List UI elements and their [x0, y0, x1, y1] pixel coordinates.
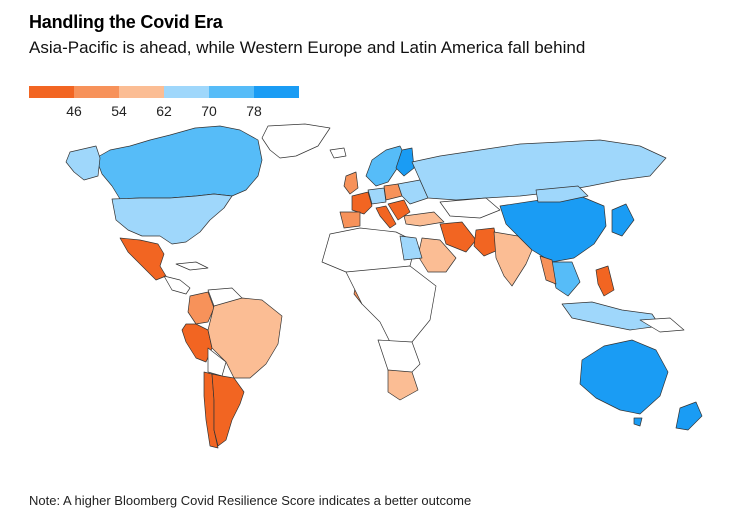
region-canada [95, 125, 263, 200]
region-uk [343, 171, 359, 195]
region-pakistan [473, 227, 499, 257]
region-north-africa [321, 227, 417, 273]
region-finland [395, 147, 415, 177]
region-kazakhstan [439, 197, 501, 219]
region-egypt [399, 235, 423, 261]
legend-swatch-1 [29, 86, 74, 98]
region-brazil [207, 297, 283, 379]
region-eastern-europe [397, 179, 429, 205]
legend-swatch-2 [74, 86, 119, 98]
region-peru [181, 323, 213, 363]
legend-tick-5: 78 [246, 103, 262, 119]
region-central-america [163, 275, 191, 295]
region-iran [439, 221, 477, 253]
region-tasmania [633, 417, 643, 427]
legend: 46 54 62 70 78 [29, 86, 299, 126]
legend-swatch-5 [209, 86, 254, 98]
legend-swatch-4 [164, 86, 209, 98]
region-cuba [175, 261, 209, 271]
region-italy [375, 205, 397, 229]
legend-swatch-3 [119, 86, 164, 98]
region-indonesia [561, 301, 661, 331]
legend-tick-4: 70 [201, 103, 217, 119]
legend-swatch-6 [254, 86, 299, 98]
region-myanmar [539, 255, 557, 285]
region-southern-africa [377, 339, 421, 379]
world-map [25, 120, 735, 465]
region-central-africa [345, 265, 437, 347]
region-argentina [211, 373, 245, 447]
region-korea-japan [611, 203, 635, 237]
region-russia [411, 139, 667, 201]
region-new-zealand [675, 401, 703, 431]
chart-title: Handling the Covid Era [29, 12, 223, 32]
chart-subtitle: Asia-Pacific is ahead, while Western Eur… [29, 38, 586, 57]
region-spain [339, 211, 361, 229]
region-philippines [595, 265, 615, 297]
region-australia [579, 339, 669, 415]
region-colombia [187, 291, 215, 325]
region-turkey [403, 211, 445, 227]
region-france [351, 191, 373, 215]
region-iceland [329, 147, 347, 159]
region-alaska [65, 145, 101, 181]
legend-tick-3: 62 [156, 103, 172, 119]
region-greenland [261, 123, 331, 159]
region-balkans [387, 199, 411, 221]
legend-tick-2: 54 [111, 103, 127, 119]
footnote: Note: A higher Bloomberg Covid Resilienc… [29, 493, 472, 508]
region-papua [639, 317, 685, 333]
region-germany [367, 187, 387, 205]
legend-tick-1: 46 [66, 103, 82, 119]
region-mexico [119, 237, 167, 281]
legend-color-scale [29, 86, 299, 98]
region-usa [111, 193, 233, 245]
region-south-africa [387, 369, 419, 401]
region-mongolia [535, 185, 589, 203]
